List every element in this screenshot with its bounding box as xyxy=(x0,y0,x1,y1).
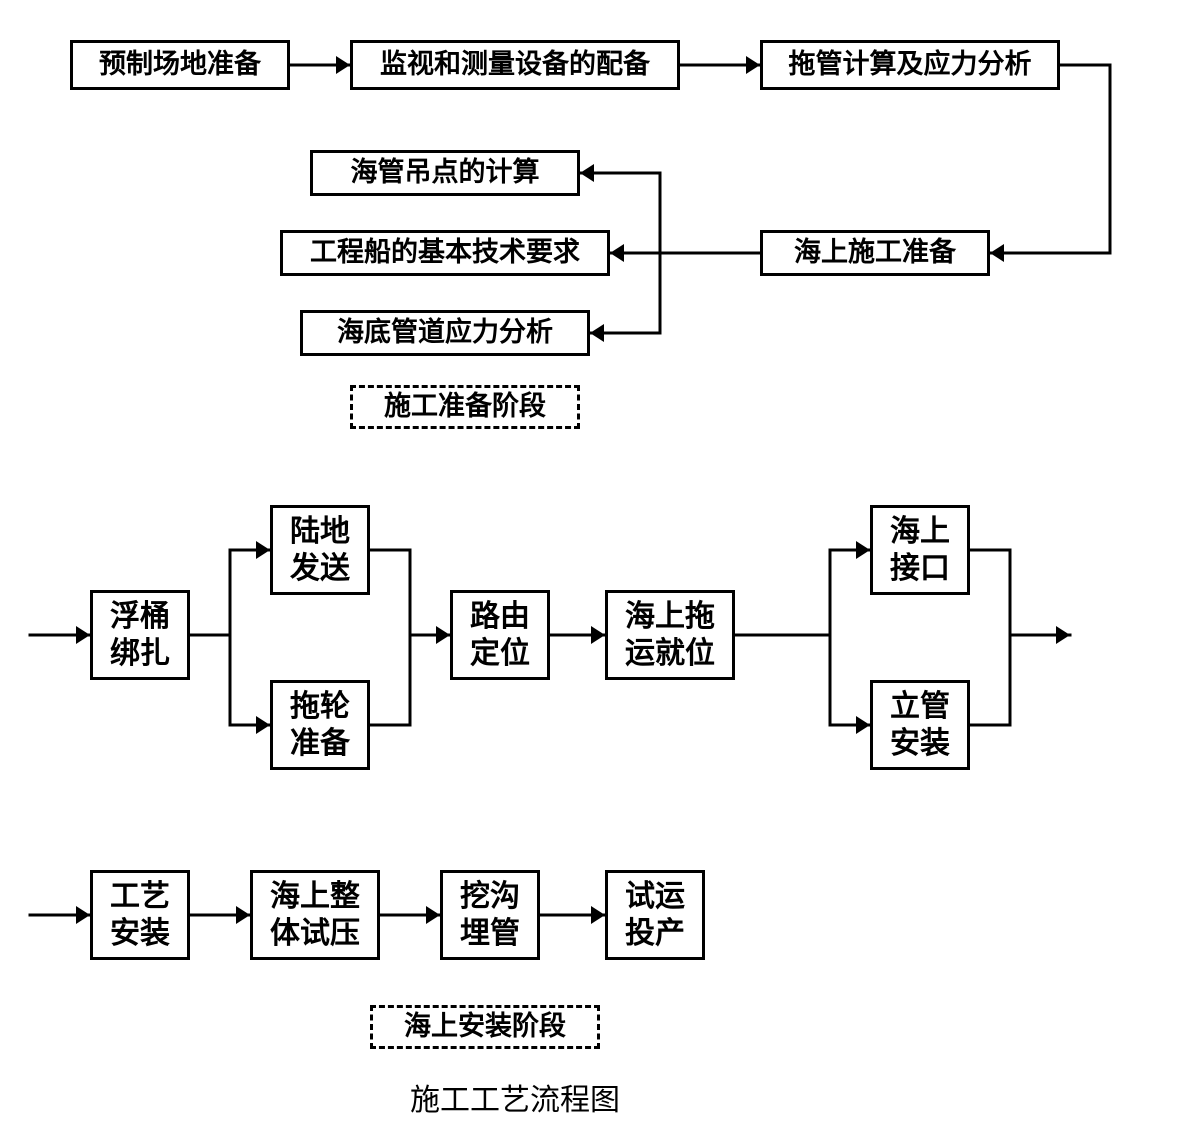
flow-node-m3: 拖轮 准备 xyxy=(270,680,370,770)
flow-node-m4: 路由 定位 xyxy=(450,590,550,680)
flow-node-n5: 工程船的基本技术要求 xyxy=(280,230,610,276)
flow-node-n3: 拖管计算及应力分析 xyxy=(760,40,1060,90)
flow-node-n1: 预制场地准备 xyxy=(70,40,290,90)
flow-node-m7: 立管 安装 xyxy=(870,680,970,770)
flow-node-n7: 海上施工准备 xyxy=(760,230,990,276)
flow-node-m2: 陆地 发送 xyxy=(270,505,370,595)
diagram-caption: 施工工艺流程图 xyxy=(410,1075,620,1119)
flow-edges xyxy=(0,0,1200,1141)
flow-node-n6: 海底管道应力分析 xyxy=(300,310,590,356)
flow-node-b4: 试运 投产 xyxy=(605,870,705,960)
flow-node-p2: 海上安装阶段 xyxy=(370,1005,600,1049)
flow-node-b2: 海上整 体试压 xyxy=(250,870,380,960)
flow-node-m5: 海上拖 运就位 xyxy=(605,590,735,680)
flow-node-m1: 浮桶 绑扎 xyxy=(90,590,190,680)
flow-node-b3: 挖沟 埋管 xyxy=(440,870,540,960)
flow-node-n4: 海管吊点的计算 xyxy=(310,150,580,196)
flow-node-p1: 施工准备阶段 xyxy=(350,385,580,429)
flow-node-n2: 监视和测量设备的配备 xyxy=(350,40,680,90)
flow-node-m6: 海上 接口 xyxy=(870,505,970,595)
flow-node-b1: 工艺 安装 xyxy=(90,870,190,960)
